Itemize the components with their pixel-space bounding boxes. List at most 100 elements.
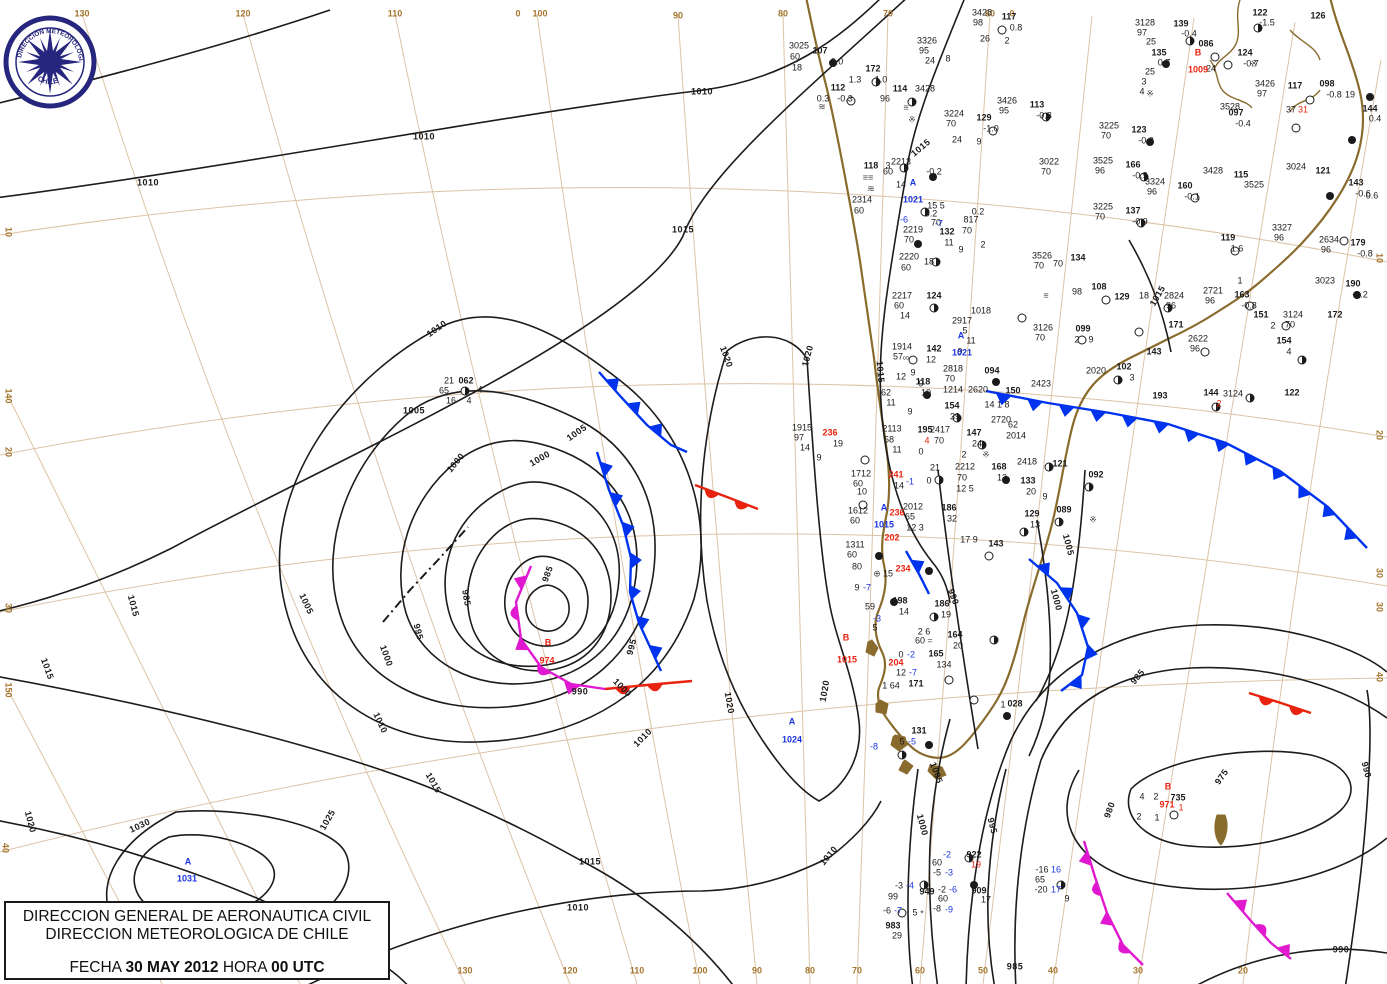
- cold-front-pip: [1184, 429, 1200, 443]
- station-text: 3224: [943, 108, 965, 119]
- station-text: 96: [1165, 300, 1177, 311]
- station-text: 0.4: [1368, 113, 1382, 124]
- station-circle-half: [902, 751, 906, 759]
- station-text: 171: [908, 678, 924, 689]
- station-symbols-layer: [460, 23, 1374, 918]
- cold-front-pip: [605, 378, 620, 392]
- station-text: *: [920, 908, 924, 919]
- station-text: -5: [932, 867, 942, 878]
- station-text: 186: [941, 502, 957, 513]
- station-circle-half: [982, 441, 986, 449]
- station-text: 108: [1091, 281, 1107, 292]
- station-text: 2620: [967, 384, 989, 395]
- hora-value: 00 UTC: [271, 959, 325, 976]
- station-text: 58: [883, 434, 895, 445]
- edge-coordinate-label: 30: [3, 602, 14, 614]
- station-text: 2720: [990, 414, 1012, 425]
- cold-front-pip: [1322, 503, 1336, 518]
- station-text: 2219: [902, 224, 924, 235]
- edge-coordinate-label: 30: [1374, 601, 1385, 613]
- station-circle: [925, 741, 933, 749]
- edge-coordinate-label: 40: [1374, 671, 1385, 683]
- station-circle-half: [934, 613, 938, 621]
- station-text: 24: [924, 55, 936, 66]
- station-text: 3024: [1285, 161, 1307, 172]
- station-circle-half: [465, 387, 469, 395]
- occluded-front-pip: [1254, 924, 1267, 937]
- station-text: 193: [1152, 390, 1168, 401]
- edge-coordinate-label: 40: [0, 842, 11, 854]
- station-text: 2418: [1016, 456, 1038, 467]
- station-circle: [1162, 60, 1170, 68]
- station-text: 5: [912, 907, 918, 918]
- station-text: 9: [957, 346, 963, 357]
- occluded-front: [514, 565, 606, 691]
- station-circle: [923, 391, 931, 399]
- edge-coordinate-label: 0: [515, 8, 521, 19]
- station-text: 1.3: [848, 74, 862, 85]
- station-text: 98: [972, 17, 984, 28]
- cold-front-pip: [1214, 439, 1230, 453]
- pressure-center-value: 1015: [873, 519, 895, 530]
- station-text: 2: [1136, 811, 1142, 822]
- station-circle-half: [1061, 881, 1065, 889]
- warm-front: [604, 679, 693, 691]
- isobar-label: 1005: [402, 405, 426, 416]
- edge-coordinate-label: 20: [1237, 965, 1249, 976]
- station-text: 65: [1034, 874, 1046, 885]
- station-circle: [997, 25, 1007, 35]
- station-text: 4: [477, 384, 483, 395]
- station-text: 735: [1170, 792, 1186, 803]
- warm-front-pip: [734, 499, 750, 510]
- station-text: 2423: [1030, 378, 1052, 389]
- station-circle: [846, 96, 856, 106]
- station-text: 121: [1052, 458, 1068, 469]
- occluded-front-pip: [1092, 881, 1102, 897]
- cold-front-pip: [1121, 415, 1138, 428]
- station-circle: [925, 567, 933, 575]
- station-text: 179: [1350, 237, 1366, 248]
- agency-logo: DIRECCION METEOROLOGICA CHILE: [2, 14, 97, 109]
- station-text: 131: [911, 725, 927, 736]
- occluded-front-pip: [564, 681, 580, 695]
- station-text: 3225: [1098, 120, 1120, 131]
- station-circle-half: [1250, 394, 1254, 402]
- station-text: 9: [910, 367, 916, 378]
- station-text: 1: [1237, 275, 1243, 286]
- cold-front-pip: [1090, 409, 1107, 422]
- station-text: 168: [991, 461, 1007, 472]
- station-text: 60: [853, 205, 865, 216]
- station-text: 17: [1050, 884, 1062, 895]
- station-text: -7: [934, 218, 944, 229]
- logo-country-text: CHILE: [36, 74, 59, 86]
- islands: [865, 639, 1228, 846]
- pressure-center-value: 1009: [1187, 64, 1209, 75]
- station-text: -1.0: [983, 123, 999, 134]
- station-text: 60: [882, 166, 894, 177]
- station-text: -0.7: [1243, 58, 1259, 69]
- edge-coordinate-label: 120: [562, 965, 578, 976]
- station-text: 9: [816, 452, 822, 463]
- station-text: 70: [1040, 166, 1052, 177]
- station-text: 57: [892, 351, 904, 362]
- station-text: -0.8: [1036, 110, 1052, 121]
- station-text: 2220: [898, 251, 920, 262]
- station-text: -1.2: [1352, 289, 1368, 300]
- station-circle-half: [1046, 113, 1050, 121]
- cold-front-pip: [1153, 421, 1169, 434]
- station-text: 147: [966, 427, 982, 438]
- edge-coordinate-label: 130: [457, 965, 473, 976]
- station-text: 3426: [1254, 78, 1276, 89]
- station-text: -0.3: [837, 93, 853, 104]
- station-circle-half: [1059, 518, 1063, 526]
- cold-front-pip: [1059, 587, 1074, 601]
- station-text: 2417: [929, 424, 951, 435]
- station-circle: [1291, 123, 1301, 133]
- station-text: 129: [976, 112, 992, 123]
- station-text: ≡≡: [862, 172, 874, 183]
- edge-coordinate-label: 50: [977, 965, 989, 976]
- station-text: -3: [944, 867, 954, 878]
- station-text: 2917: [951, 315, 973, 326]
- station-text: ※: [982, 449, 990, 460]
